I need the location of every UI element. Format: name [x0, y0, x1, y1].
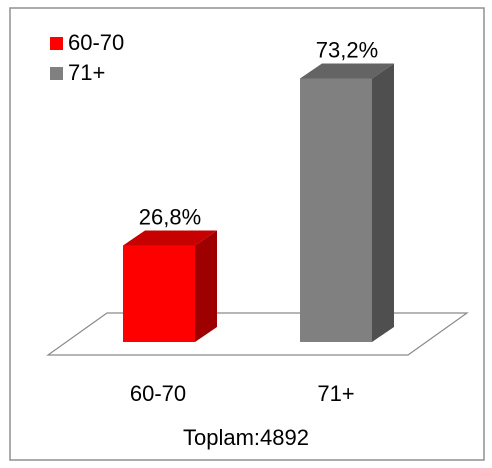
- legend-item-60-70: 60-70: [50, 28, 124, 58]
- bar-top-60-70: [123, 230, 217, 246]
- bar-71-plus: [300, 78, 372, 342]
- legend-swatch-71-plus: [50, 66, 63, 80]
- data-label-71-plus: 73,2%: [316, 37, 378, 62]
- bar-top-71-plus: [300, 63, 394, 79]
- chart-border: [9, 7, 485, 461]
- legend-item-71-plus: 71+: [50, 58, 124, 88]
- x-tick-label-60-70: 60-70: [129, 381, 187, 406]
- bar-side-60-70: [195, 230, 217, 342]
- x-tick-label-71-plus: 71+: [317, 381, 355, 406]
- bar-side-71-plus: [372, 63, 394, 342]
- bar-group: 26,8% 73,2%: [123, 37, 394, 342]
- data-label-60-70: 26,8%: [139, 205, 201, 230]
- total-caption: Toplam:4892: [183, 425, 309, 450]
- floor-plane: [46, 312, 469, 356]
- legend-swatch-60-70: [50, 36, 63, 50]
- bar-60-70: [123, 245, 195, 342]
- legend: 60-70 71+: [50, 28, 124, 88]
- legend-label-71-plus: 71+: [68, 60, 106, 85]
- legend-label-60-70: 60-70: [68, 30, 125, 55]
